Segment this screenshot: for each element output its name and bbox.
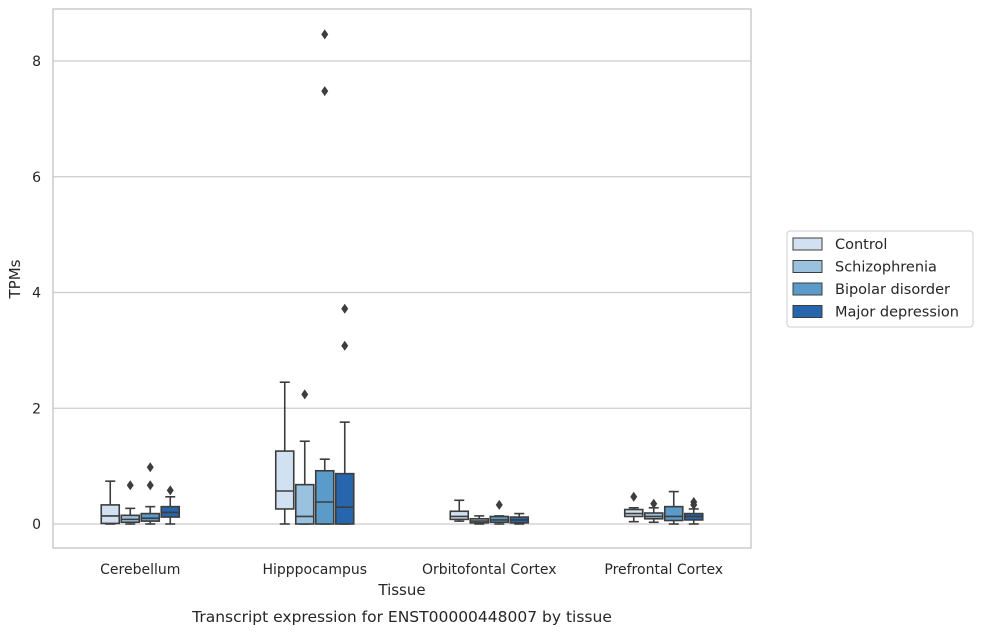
box-1-2 — [314, 29, 335, 525]
box-iqr — [314, 469, 335, 525]
box-iqr — [294, 483, 315, 525]
outlier-marker — [301, 389, 309, 400]
legend-swatch — [792, 305, 823, 318]
outlier-marker — [126, 480, 134, 491]
box-2-1 — [469, 515, 490, 525]
box-2-3 — [509, 512, 530, 525]
box-iqr — [663, 505, 684, 522]
chart-caption: Transcript expression for ENST0000044800… — [191, 608, 612, 626]
outlier-marker — [690, 497, 698, 508]
box-0-3 — [160, 485, 181, 525]
outlier-marker — [321, 29, 329, 40]
legend-label: Major depression — [835, 305, 959, 321]
y-tick-label: 0 — [32, 517, 41, 533]
x-tick-label: Orbitofontal Cortex — [422, 562, 557, 578]
outlier-marker — [146, 462, 154, 473]
outlier-marker — [495, 499, 503, 510]
box-2-0 — [449, 499, 470, 522]
legend-label: Control — [835, 237, 887, 253]
box-iqr — [100, 504, 121, 525]
plot-frame — [52, 8, 752, 549]
box-iqr — [449, 510, 470, 521]
box-iqr — [140, 512, 161, 522]
box-3-2 — [663, 490, 684, 525]
y-tick-label: 8 — [32, 54, 41, 70]
legend-swatch — [792, 282, 823, 296]
box-0-0 — [100, 480, 121, 525]
legend-swatch — [792, 237, 823, 251]
y-tick-label: 6 — [32, 170, 41, 186]
box-0-2 — [140, 462, 161, 525]
box-plots — [100, 29, 704, 525]
outlier-marker — [341, 340, 349, 351]
y-tick-label: 2 — [32, 401, 41, 417]
x-tick-labels: Cerebellum Hipppocampus Orbitofontal Corte… — [100, 562, 723, 578]
x-tick-label: Cerebellum — [100, 562, 180, 578]
box-2-2 — [489, 499, 510, 525]
box-3-0 — [623, 491, 644, 523]
legend: Control Schizophrenia Bipolar disorder Majo… — [786, 230, 974, 328]
box-1-1 — [294, 389, 315, 525]
x-tick-label: Prefrontal Cortex — [604, 562, 723, 578]
legend-label: Bipolar disorder — [835, 282, 950, 298]
gridlines — [53, 60, 751, 525]
box-iqr — [274, 450, 295, 510]
box-1-3 — [334, 303, 355, 525]
legend-label: Schizophrenia — [835, 260, 937, 276]
outlier-marker — [321, 86, 329, 97]
legend-frame — [786, 230, 974, 328]
y-tick-label: 4 — [32, 286, 41, 302]
outlier-marker — [166, 485, 174, 496]
x-tick-label: Hipppocampus — [262, 562, 367, 578]
outlier-marker — [630, 491, 638, 502]
outlier-marker — [650, 498, 658, 509]
outlier-marker — [341, 303, 349, 314]
outlier-marker — [146, 480, 154, 491]
box-3-1 — [643, 498, 664, 524]
y-tick-labels: 0 2 4 6 8 — [32, 54, 41, 533]
x-axis-label: Tissue — [377, 581, 425, 599]
y-axis-label: TPMs — [6, 259, 24, 299]
box-1-0 — [274, 381, 295, 525]
legend-swatch — [792, 260, 823, 273]
box-0-1 — [120, 480, 141, 525]
box-3-3 — [683, 497, 704, 525]
box-iqr — [334, 472, 355, 525]
